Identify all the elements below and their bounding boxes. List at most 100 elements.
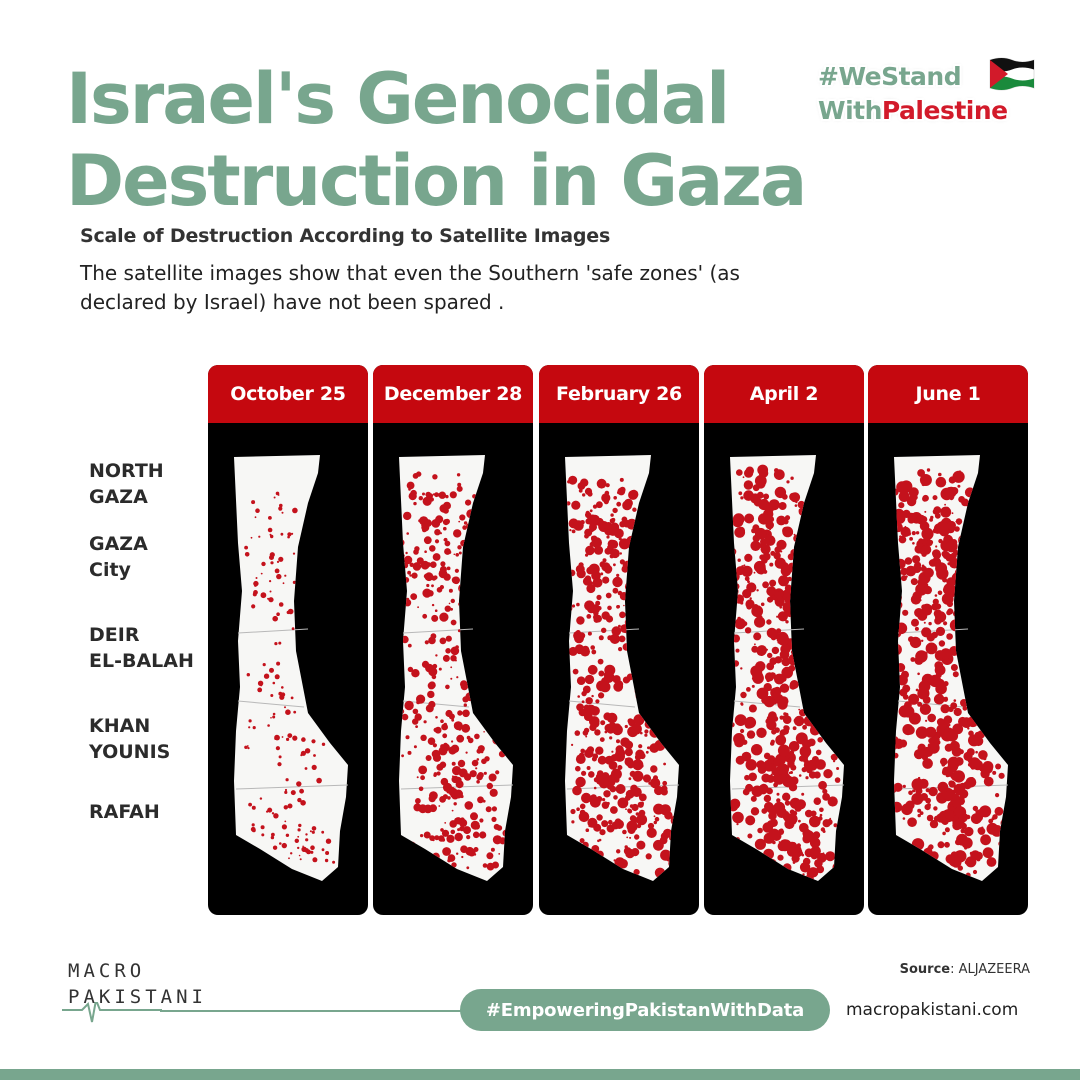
damage-spot [612,675,621,684]
damage-spot [959,621,964,627]
damage-spot [309,830,312,833]
damage-spot [596,594,602,600]
damage-spot [437,865,440,868]
damage-spot [248,719,252,723]
damage-spot [321,848,325,852]
damage-spot [815,749,822,756]
damage-spot [943,621,948,626]
damage-spot [957,484,961,488]
damage-spot [244,545,248,550]
damage-spot [576,676,586,685]
damage-spot [887,564,892,569]
damage-spot [846,864,849,867]
damage-spot [776,792,780,796]
damage-spot [952,671,959,678]
damage-spot [965,553,978,566]
damage-spot [298,823,302,828]
damage-spot [432,852,440,861]
damage-spot [994,806,1004,816]
damage-spot [809,564,816,571]
damage-spot [910,578,918,586]
damage-spot [782,792,791,801]
damage-spot [281,736,284,738]
damage-spot [763,493,770,500]
damage-spot [675,841,679,848]
damage-spot [922,864,928,871]
macro-pakistani-logo: MACRO PAKISTANI [62,958,222,1048]
bottom-bar [0,1069,1080,1080]
damage-spot [747,833,753,839]
damage-spot [754,475,767,487]
damage-spot [457,828,461,832]
damage-spot [988,719,998,729]
damage-spot [958,813,968,823]
damage-spot [477,796,484,804]
damage-spot [580,748,585,754]
damage-spot [270,694,274,697]
damage-spot [975,809,985,819]
damage-spot [495,726,504,734]
damage-spot [483,731,485,733]
damage-spot [632,535,640,542]
damage-spot [770,550,776,556]
damage-spot [269,552,275,558]
damage-spot [834,777,841,783]
damage-spot [595,746,604,755]
damage-spot [830,753,838,761]
damage-spot [946,730,959,742]
damage-spot [278,641,282,645]
damage-spot [750,719,755,724]
damage-spot [279,503,283,508]
damage-spot [904,525,907,528]
damage-spot [894,689,897,693]
damage-spot [805,568,810,573]
governorate-border [568,700,636,708]
damage-spot [584,674,595,685]
damage-spot [448,787,458,797]
damage-spot [470,820,480,830]
damage-spot [793,715,805,727]
damage-spot [618,647,623,652]
damage-spot [257,687,263,693]
damage-spot [745,599,755,609]
damage-spot [958,801,961,804]
damage-spot [406,597,410,601]
damage-spot [450,666,453,669]
damage-spot [767,596,774,603]
website-link[interactable]: macropakistani.com [846,1000,1019,1020]
damage-spot [936,567,949,580]
damage-spot [776,798,781,803]
damage-spot [619,552,622,555]
damage-spot [654,816,660,822]
damage-spot [632,759,644,771]
damage-spot [743,564,746,567]
damage-spot [805,776,809,780]
damage-spot [995,793,1000,798]
damage-spot [432,553,441,561]
damage-spot [450,598,455,604]
damage-spot [773,763,777,767]
damage-spot [426,583,430,588]
damage-spot [766,619,772,625]
damage-spot [633,714,645,726]
damage-spot [894,600,903,610]
damage-spot [269,580,272,583]
damage-spot [957,620,968,630]
damage-spot [607,635,613,641]
damage-spot [631,651,641,661]
damage-spot [798,819,801,823]
damage-spot [649,777,661,789]
damage-spot [248,726,251,729]
gaza-map [887,455,1009,881]
damage-spot [637,801,644,808]
damage-spot [406,481,415,490]
damage-spot [809,815,821,828]
damage-spot [570,808,576,815]
damage-spot [580,780,583,783]
damage-spot [616,739,620,744]
damage-spot [671,830,678,837]
damage-spot [777,854,784,861]
damage-spot [786,480,790,484]
damage-spot [585,735,588,738]
damage-spot [450,655,457,662]
